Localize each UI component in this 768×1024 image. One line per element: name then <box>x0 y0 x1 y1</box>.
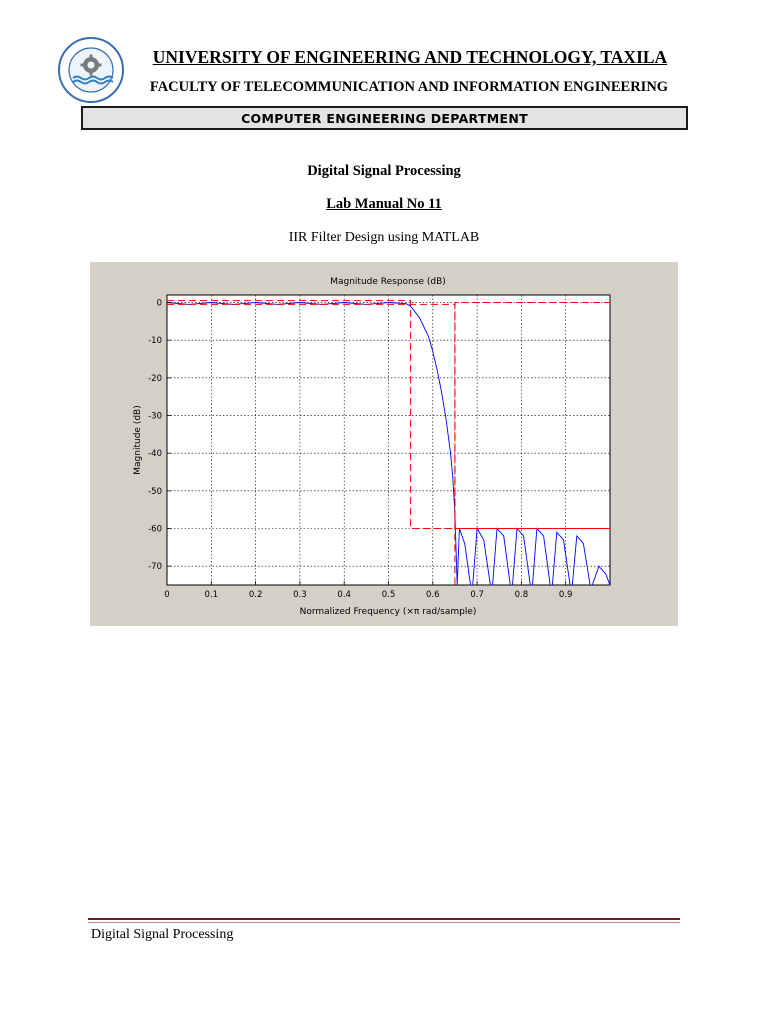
x-tick-label: 0.1 <box>205 590 219 600</box>
x-tick-label: 0.8 <box>515 590 529 600</box>
lab-subtitle: IIR Filter Design using MATLAB <box>288 230 480 245</box>
x-tick-label: 0.2 <box>249 590 263 600</box>
magnitude-response-chart: 0 0.1 0.2 0.3 0.4 0.5 0.6 0.7 0.8 0.9 0 -10 -20 -30 -4… <box>133 277 611 617</box>
magnitude-response-line <box>167 302 610 585</box>
footer-rule-thin <box>88 922 680 923</box>
x-tick-label: 0.3 <box>293 590 307 600</box>
x-tick-label: 0.6 <box>426 590 440 600</box>
y-tick-label: -20 <box>148 374 162 384</box>
x-tick-label: 0.4 <box>337 590 351 600</box>
y-tick-label: 0 <box>157 299 162 309</box>
spec-mask-line-1 <box>167 300 610 529</box>
x-tick-label: 0.9 <box>559 590 573 600</box>
department-label: COMPUTER ENGINEERING DEPARTMENT <box>241 110 528 126</box>
university-title: UNIVERSITY OF ENGINEERING AND TECHNOLOGY… <box>152 47 668 67</box>
y-tick-label: -30 <box>148 412 162 422</box>
chart-title: Magnitude Response (dB) <box>330 277 446 287</box>
footer-text: Digital Signal Processing <box>91 927 234 942</box>
y-tick-label: -50 <box>148 487 162 497</box>
footer-rule <box>88 918 680 920</box>
y-axis-label: Magnitude (dB) <box>133 405 143 474</box>
x-tick-label: 0.5 <box>382 590 396 600</box>
y-tick-label: -10 <box>148 336 162 346</box>
faculty-title: FACULTY OF TELECOMMUNICATION AND INFORMA… <box>149 79 669 95</box>
x-axis-label: Normalized Frequency (×π rad/sample) <box>300 607 477 617</box>
spec-mask-line-2 <box>167 303 456 585</box>
x-tick-label: 0.7 <box>470 590 484 600</box>
y-tick-label: -60 <box>148 525 162 535</box>
y-tick-label: -40 <box>148 449 162 459</box>
course-title: Digital Signal Processing <box>307 163 461 179</box>
x-tick-label: 0 <box>164 590 169 600</box>
university-logo <box>58 37 124 103</box>
y-tick-label: -70 <box>148 562 162 572</box>
magnitude-response-figure: 0 0.1 0.2 0.3 0.4 0.5 0.6 0.7 0.8 0.9 0 -10 -20 -30 -4… <box>90 262 678 626</box>
lab-manual-number: Lab Manual No 11 <box>326 196 442 212</box>
department-banner: COMPUTER ENGINEERING DEPARTMENT <box>81 106 688 130</box>
